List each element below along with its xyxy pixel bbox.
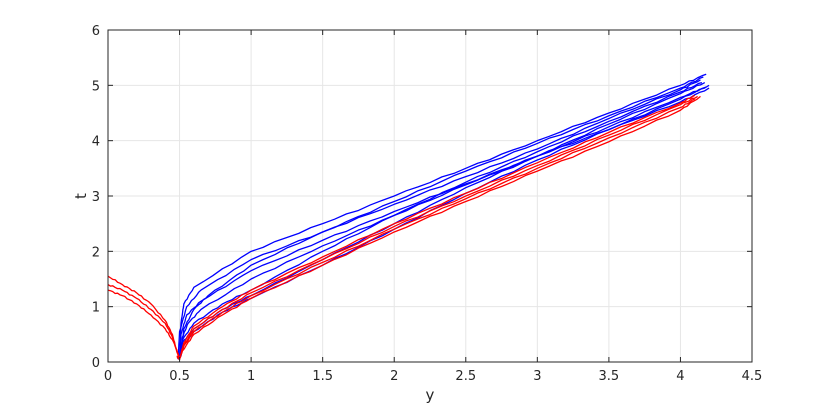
x-tick-label: 4.5	[742, 369, 763, 384]
x-tick-label: 3.5	[599, 369, 620, 384]
y-tick-label: 1	[92, 301, 100, 316]
y-tick-label: 4	[92, 135, 100, 150]
x-tick-label: 1	[247, 369, 255, 384]
y-tick-labels: 0 1 2 3 4 5 6	[92, 24, 100, 371]
x-tick-label: 0	[104, 369, 112, 384]
blue-series-line	[180, 76, 704, 357]
red-series-line	[107, 98, 695, 360]
y-tick-label: 2	[92, 245, 100, 260]
red-series-line	[176, 94, 696, 361]
y-axis-label: t	[72, 193, 90, 199]
blue-series-line	[178, 81, 703, 360]
x-tick-label: 1.5	[312, 369, 333, 384]
blue-series-line	[177, 79, 701, 360]
x-axis-label: y	[426, 386, 435, 404]
x-tick-label: 2.5	[455, 369, 476, 384]
y-tick-label: 3	[92, 190, 100, 205]
x-tick-label: 2	[390, 369, 398, 384]
blue-series-line	[178, 73, 707, 360]
grid-lines	[107, 29, 753, 363]
x-tick-label: 4	[676, 369, 684, 384]
x-tick-label: 3	[533, 369, 541, 384]
y-tick-label: 0	[92, 356, 100, 371]
red-series-line	[107, 95, 701, 360]
y-tick-label: 6	[92, 24, 100, 39]
red-series-line	[107, 95, 698, 360]
y-tick-label: 5	[92, 79, 100, 94]
plot-frame	[107, 29, 753, 363]
blue-series-line	[178, 86, 707, 360]
blue-series-line	[178, 82, 706, 360]
x-tick-label: 0.5	[169, 369, 190, 384]
series-lines	[107, 73, 710, 361]
x-tick-labels: 0 0.5 1 1.5 2 2.5 3 3.5 4 4.5	[104, 369, 762, 384]
axes	[107, 29, 753, 363]
